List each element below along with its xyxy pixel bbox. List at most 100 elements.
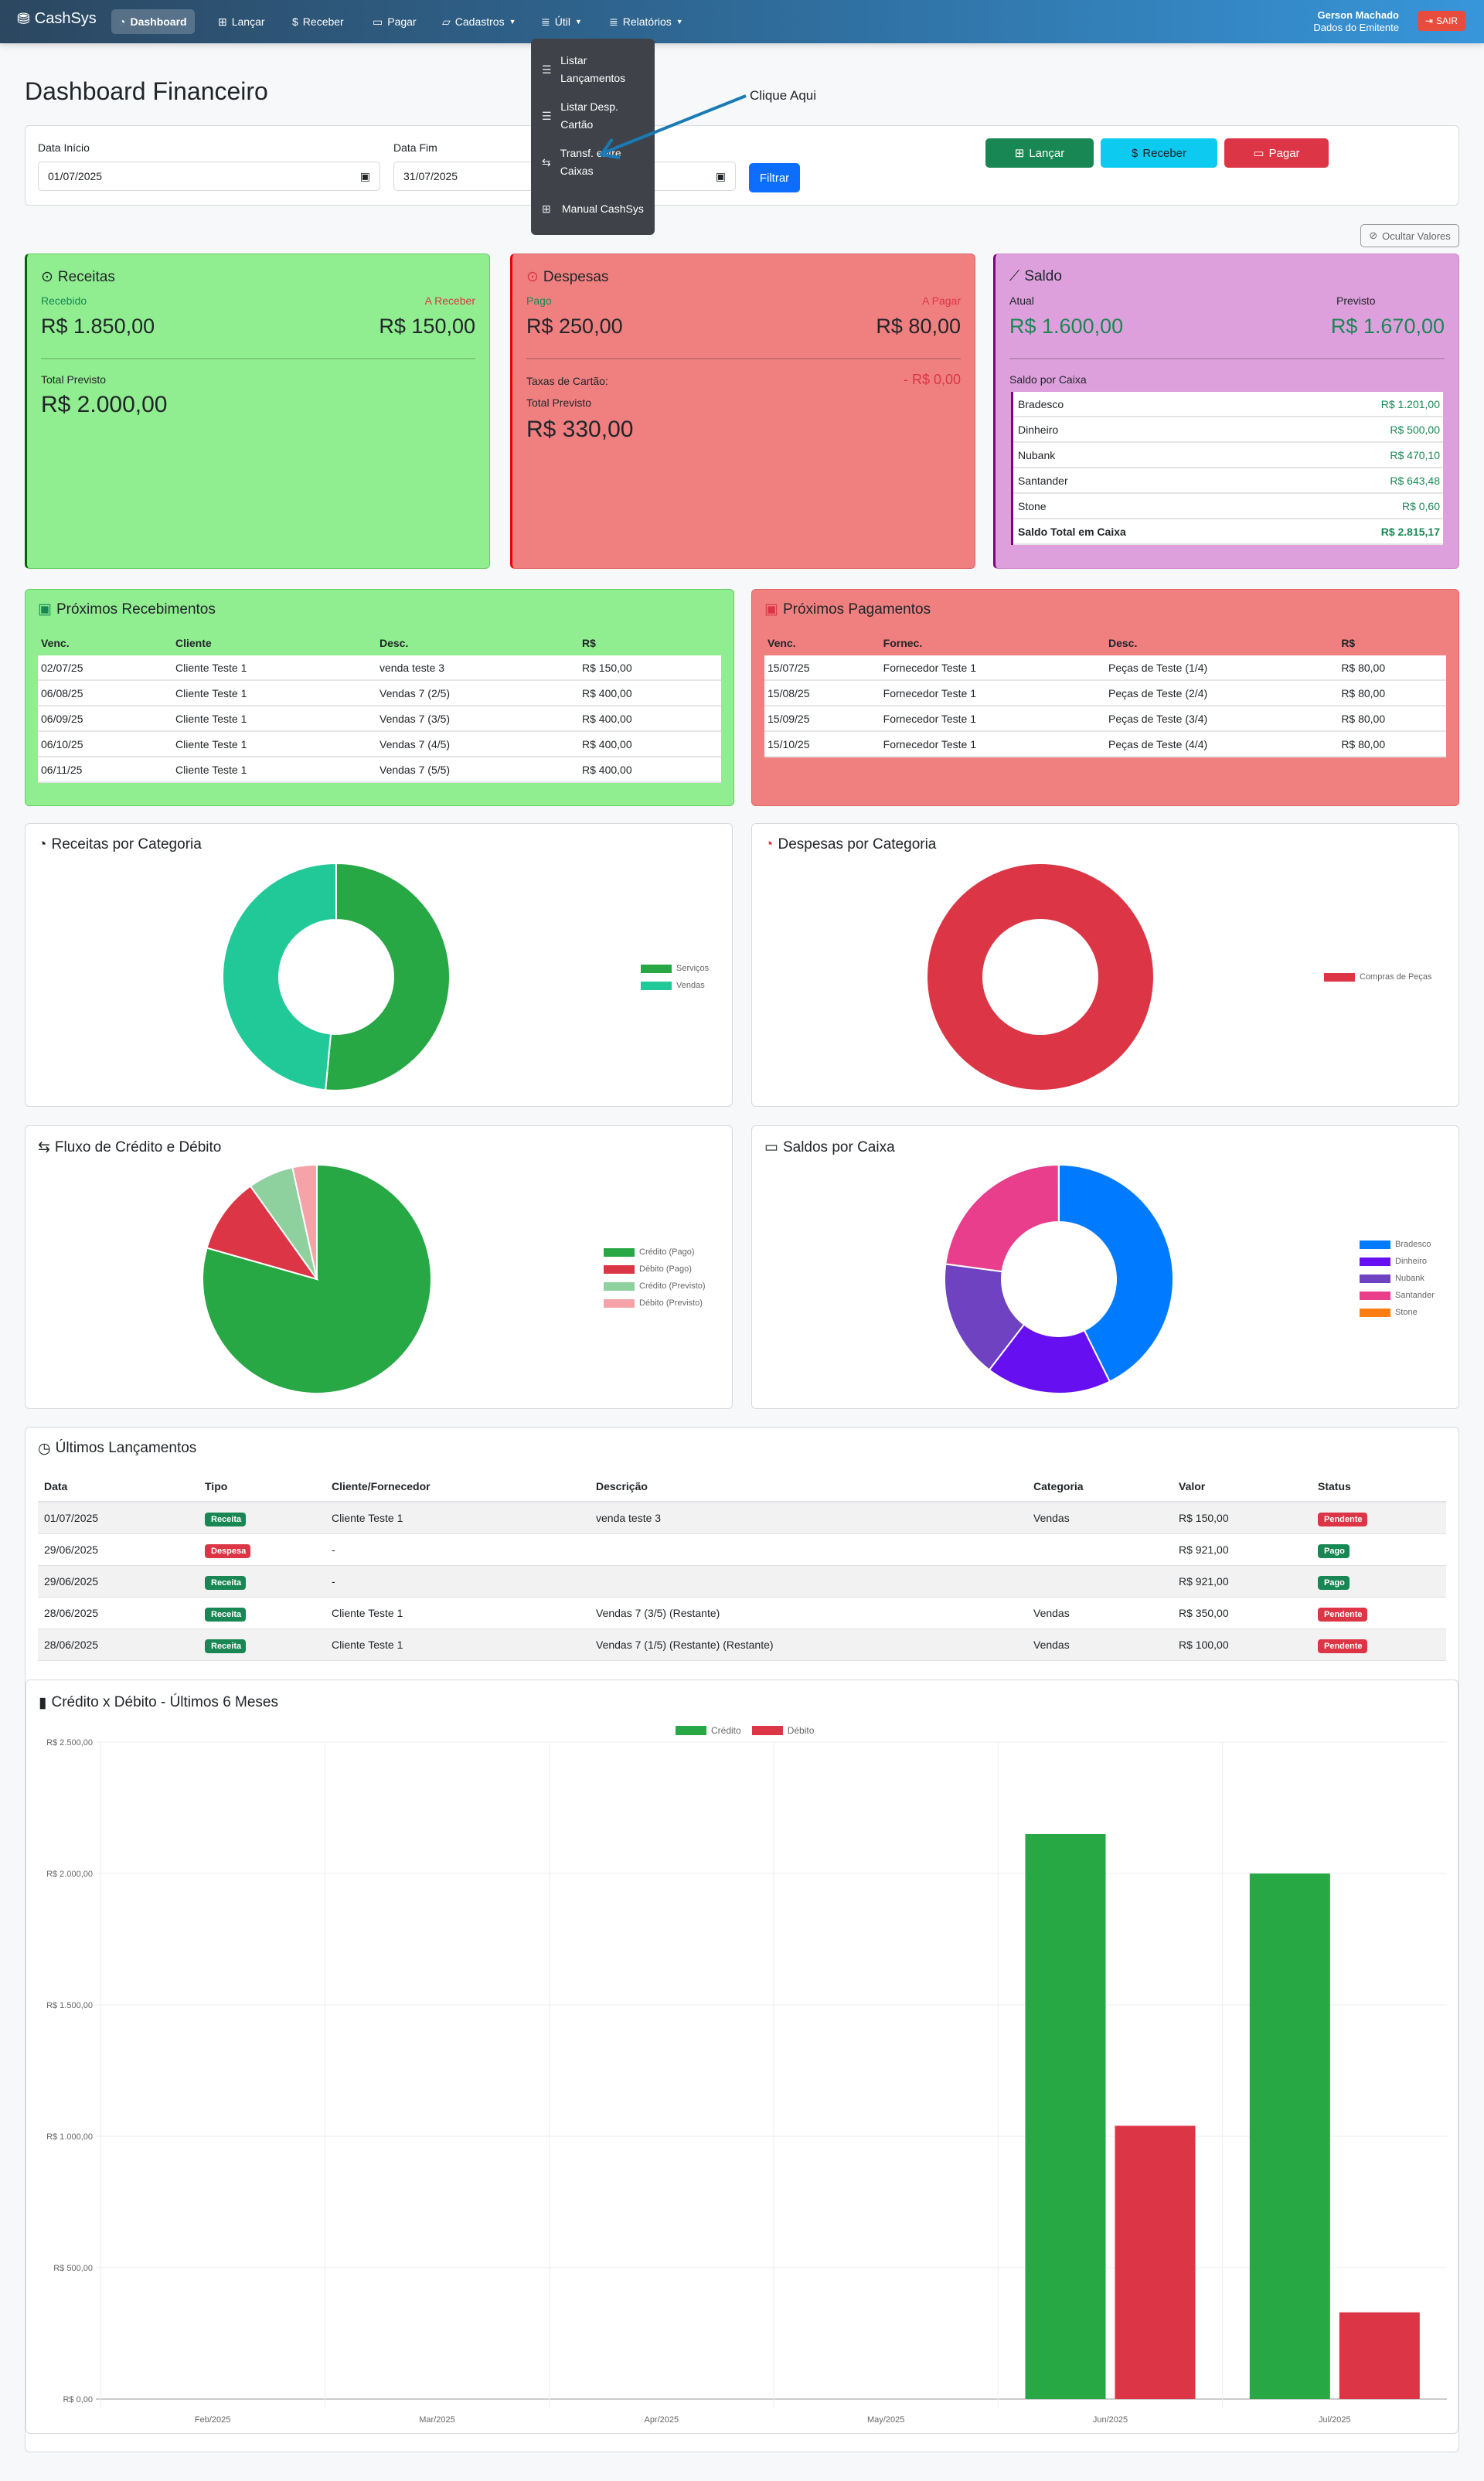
chart-title: Crédito x Débito - Últimos 6 Meses: [51, 1694, 279, 1710]
legend-item[interactable]: Débito: [751, 1725, 814, 1736]
start-date-input[interactable]: 01/07/2025 ▣: [38, 162, 380, 191]
legend-item[interactable]: Serviços: [641, 960, 709, 977]
legend-swatch: [751, 1726, 783, 1735]
calendar-icon[interactable]: ▣: [715, 169, 726, 182]
calendar-icon[interactable]: ▣: [359, 169, 370, 182]
bar-crdito-jun-2025[interactable]: [1025, 1834, 1106, 2399]
slice-bradesco[interactable]: [1058, 1163, 1174, 1383]
menu-manual[interactable]: ⊞ Manual CashSys: [531, 185, 655, 232]
legend-item[interactable]: Crédito (Pago): [604, 1244, 706, 1261]
pagar-button[interactable]: ▭ Pagar: [1224, 138, 1329, 168]
receber-button[interactable]: $ Receber: [1101, 138, 1217, 168]
table-cell: R$ 150,00: [582, 661, 632, 674]
bar-dbito-jun-2025[interactable]: [1115, 2125, 1196, 2399]
legend-item[interactable]: Débito (Pago): [604, 1261, 706, 1278]
table-row[interactable]: 06/11/25 Cliente Teste 1 Vendas 7 (5/5) R$ …: [38, 757, 721, 783]
table-cell: 15/10/25: [768, 737, 810, 750]
legend-item[interactable]: Crédito: [676, 1725, 741, 1736]
nav-relatorios[interactable]: ≣ Relatórios ▼: [609, 15, 683, 29]
lancar-button[interactable]: ⊞ Lançar: [985, 138, 1094, 168]
table-row[interactable]: 06/08/25 Cliente Teste 1 Vendas 7 (2/5) R$ …: [38, 681, 721, 706]
table-row[interactable]: 06/10/25 Cliente Teste 1 Vendas 7 (4/5) R$ …: [38, 732, 721, 757]
legend-label: Nubank: [1395, 1274, 1424, 1283]
nav-dashboard[interactable]: ◔ Dashboard: [111, 9, 195, 34]
table-row[interactable]: 15/08/25 Fornecedor Teste 1 Peças de Teste…: [764, 681, 1446, 706]
chart-legend: Bradesco Dinheiro Nubank Santander Stone: [1360, 1236, 1435, 1321]
filter-button[interactable]: Filtrar: [749, 163, 800, 192]
nav-cadastros[interactable]: ▱ Cadastros ▼: [442, 15, 516, 29]
tipo-badge: Receita: [205, 1639, 247, 1653]
table-header: Venc. Fornec. Desc. R$: [764, 630, 1446, 655]
table-row[interactable]: 29/06/2025 Receita - R$ 921,00 Pago: [38, 1566, 1446, 1598]
table-cell: Cliente Teste 1: [175, 686, 247, 699]
legend-label: Crédito (Pago): [639, 1247, 695, 1257]
legend-item[interactable]: Santander: [1360, 1287, 1435, 1304]
legend-item[interactable]: Vendas: [641, 977, 709, 994]
legend-swatch: [604, 1281, 635, 1291]
user-name[interactable]: Gerson Machado: [1317, 9, 1399, 21]
status-badge: Pago: [1318, 1544, 1350, 1558]
bar-dbito-jul-2025[interactable]: [1339, 2312, 1420, 2399]
menu-listar-lancamentos[interactable]: ☰ Listar Lançamentos: [542, 54, 626, 84]
table-row[interactable]: 29/06/2025 Despesa - R$ 921,00 Pago: [38, 1534, 1446, 1566]
brand-logo[interactable]: ⛃ CashSys: [17, 10, 97, 28]
legend-item[interactable]: Débito (Previsto): [604, 1295, 706, 1312]
legend-item[interactable]: Stone: [1360, 1304, 1435, 1321]
total-previsto-value: R$ 330,00: [526, 417, 634, 442]
wallet-icon: ▭: [764, 1139, 778, 1155]
table-row[interactable]: 06/09/25 Cliente Teste 1 Vendas 7 (3/5) R$ …: [38, 706, 721, 732]
pie-chart-icon: ◔: [764, 836, 774, 853]
user-menu[interactable]: Gerson Machado Dados do Emitente: [1313, 9, 1399, 34]
legend-label: Dinheiro: [1395, 1257, 1427, 1266]
emitente-link[interactable]: Dados do Emitente: [1313, 22, 1399, 33]
table-row[interactable]: 15/10/25 Fornecedor Teste 1 Peças de Teste…: [764, 732, 1446, 757]
table-row[interactable]: 15/09/25 Fornecedor Teste 1 Peças de Teste…: [764, 706, 1446, 732]
caixa-value: R$ 470,10: [1390, 448, 1440, 461]
table-cell: Vendas 7 (1/5) (Restante) (Restante): [596, 1639, 774, 1651]
column-header: Cliente/Fornecedor: [332, 1479, 431, 1492]
slice-servi-os[interactable]: [325, 862, 451, 1091]
table-cell: 02/07/25: [41, 661, 83, 674]
caixa-name: Nubank: [1018, 448, 1056, 461]
legend-item[interactable]: Bradesco: [1360, 1236, 1435, 1253]
bar-crdito-jul-2025[interactable]: [1249, 1874, 1330, 2399]
money-icon: ⛃: [17, 11, 30, 28]
nav-receber[interactable]: $ Receber: [292, 15, 344, 28]
table-cell: R$ 350,00: [1179, 1607, 1229, 1619]
slice-dinheiro[interactable]: [988, 1323, 1111, 1394]
menu-listar-desp-cartao[interactable]: ☰ Listar Desp. Cartão: [542, 100, 618, 131]
atual-label: Atual: [1009, 294, 1034, 307]
slice-d-bito-pago-[interactable]: [206, 1185, 319, 1281]
previsto-label: Previsto: [1336, 294, 1376, 307]
card-icon: ▭: [373, 15, 383, 28]
folder-plus-icon: ▱: [442, 15, 451, 28]
legend-item[interactable]: Crédito (Previsto): [604, 1278, 706, 1295]
slice-nubank[interactable]: [944, 1263, 1026, 1371]
list-icon: ≣: [541, 15, 550, 28]
slice-d-bito-previsto-[interactable]: [291, 1163, 318, 1280]
saldo-row: Nubank R$ 470,10: [1013, 443, 1443, 468]
legend-item[interactable]: Nubank: [1360, 1270, 1435, 1287]
table-row[interactable]: 28/06/2025 Receita Cliente Teste 1 Vendas 7…: [38, 1598, 1446, 1629]
nav-lancar[interactable]: ⊞ Lançar: [218, 15, 265, 29]
slice-vendas[interactable]: [222, 862, 337, 1091]
nav-pagar[interactable]: ▭ Pagar: [373, 15, 417, 29]
slice-compras-de-pe-as[interactable]: [925, 863, 1155, 1091]
legend-item[interactable]: Compras de Peças: [1324, 968, 1432, 985]
table-row[interactable]: 15/07/25 Fornecedor Teste 1 Peças de Teste…: [764, 655, 1446, 681]
column-header: Descrição: [596, 1479, 648, 1492]
table-row[interactable]: 02/07/25 Cliente Teste 1 venda teste 3 R$ 1…: [38, 655, 721, 681]
table-row[interactable]: 28/06/2025 Receita Cliente Teste 1 Vendas 7…: [38, 1629, 1446, 1661]
legend-swatch: [604, 1298, 635, 1308]
legend-item[interactable]: Dinheiro: [1360, 1253, 1435, 1270]
nav-util[interactable]: ≣ Útil ▼: [541, 15, 582, 29]
table-row[interactable]: 01/07/2025 Receita Cliente Teste 1 venda te…: [38, 1503, 1446, 1534]
legend-swatch: [1360, 1274, 1390, 1283]
cash-icon: $: [292, 15, 298, 28]
column-header: R$: [1341, 636, 1356, 649]
logout-button[interactable]: ⇥ SAIR: [1417, 11, 1465, 31]
hide-values-button[interactable]: ⊘ Ocultar Valores: [1360, 224, 1459, 247]
legend-label: Bradesco: [1395, 1240, 1431, 1249]
slice-santander[interactable]: [945, 1163, 1060, 1273]
table-cell: Cliente Teste 1: [175, 763, 247, 776]
